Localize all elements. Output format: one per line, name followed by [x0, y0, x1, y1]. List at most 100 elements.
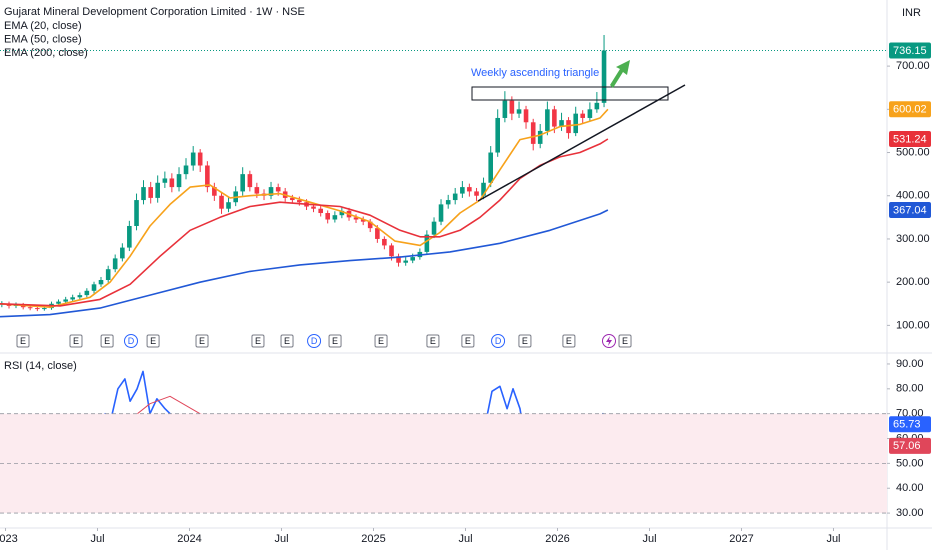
candle-body	[452, 193, 458, 201]
candle-body	[509, 100, 515, 114]
event-label: E	[255, 336, 261, 346]
candle-body	[226, 202, 231, 209]
candle-body	[219, 195, 224, 209]
x-tick-label: 2025	[361, 533, 385, 545]
candle-body	[297, 200, 302, 203]
x-tick-label: Jul	[642, 533, 656, 545]
event-marker	[146, 334, 160, 348]
y-tick-label: 500.00	[896, 146, 930, 158]
candle-body	[353, 217, 359, 220]
candle-body	[77, 295, 83, 298]
event-marker	[562, 334, 576, 348]
candle-body	[27, 307, 33, 309]
event-label: E	[522, 336, 528, 346]
candle-body	[601, 50, 607, 103]
candle-body	[183, 165, 189, 175]
candle-body	[290, 197, 295, 201]
y-tick-label: 400.00	[896, 190, 930, 202]
x-tick-label: 2026	[545, 533, 569, 545]
candle-body	[155, 182, 160, 198]
candle-body	[247, 174, 253, 188]
value-tag-label: 600.02	[893, 104, 927, 116]
candle-body	[332, 215, 338, 220]
annotation-text: Weekly ascending triangle	[471, 67, 599, 79]
event-marker	[280, 334, 294, 348]
candle-body	[148, 187, 153, 198]
candle-body	[367, 221, 373, 229]
candle-body	[403, 260, 409, 263]
y-tick-label: 40.00	[896, 482, 924, 494]
value-tag	[889, 437, 931, 454]
event-marker	[69, 334, 83, 348]
event-label: E	[622, 336, 628, 346]
value-tag-label: 736.15	[893, 45, 927, 57]
event-marker	[16, 334, 30, 348]
candle-body	[481, 182, 486, 196]
candle-body	[460, 187, 465, 194]
candle-body	[91, 284, 97, 291]
breakout-arrow	[610, 60, 630, 88]
candle-body	[495, 117, 500, 153]
x-tick-label: 2024	[177, 533, 201, 545]
event-label: E	[199, 336, 205, 346]
candle-body	[212, 187, 217, 196]
candle-body	[580, 113, 586, 118]
candle-body	[134, 200, 139, 226]
x-tick-label: Jul	[458, 533, 472, 545]
dividend-icon	[602, 334, 616, 348]
value-tag	[889, 42, 931, 59]
candle-body	[339, 210, 345, 216]
event-marker	[100, 334, 114, 348]
value-tag-label: 367.04	[893, 204, 927, 216]
event-marker	[195, 334, 209, 348]
candle-body	[98, 280, 104, 285]
candle-body	[35, 308, 40, 310]
candle-body	[537, 130, 543, 144]
candle-body	[127, 225, 132, 248]
candle-body	[488, 152, 494, 183]
event-label: E	[465, 336, 471, 346]
legend-entry: EMA (50, close)	[4, 33, 82, 45]
event-marker	[461, 334, 475, 348]
event-label: E	[332, 336, 338, 346]
currency: INR	[902, 7, 921, 19]
candle-body	[42, 308, 47, 310]
candle-body	[190, 152, 196, 166]
candle-body	[112, 258, 118, 270]
line-series	[0, 108, 609, 308]
event-marker	[374, 334, 388, 348]
y-tick-label: 50.00	[896, 457, 924, 469]
event-marker	[618, 334, 632, 348]
candle-body	[176, 174, 182, 188]
candle-body	[559, 120, 564, 127]
x-tick-label: Jul	[826, 533, 840, 545]
event-label: D	[495, 336, 502, 346]
event-label: D	[311, 336, 318, 346]
candle-body	[594, 102, 600, 110]
candle-body	[311, 206, 316, 209]
event-label: E	[566, 336, 572, 346]
candle-body	[431, 221, 437, 235]
candle-body	[445, 200, 451, 205]
candle-body	[141, 187, 146, 201]
candle-body	[360, 219, 366, 222]
rsi-title: RSI (14, close)	[4, 360, 77, 372]
candle-body	[516, 109, 522, 114]
event-label: E	[104, 336, 110, 346]
candle-body	[169, 178, 175, 188]
value-tag-label: 65.73	[893, 419, 921, 431]
dividend-icon-bolt	[606, 336, 612, 346]
candle-body	[205, 165, 210, 188]
candle-body	[552, 109, 557, 127]
event-label: E	[430, 336, 436, 346]
annotation-group: Weekly ascending triangle	[471, 60, 686, 202]
line-series	[0, 209, 609, 318]
event-label: D	[128, 336, 135, 346]
value-tag	[889, 416, 931, 433]
candle-body	[396, 256, 401, 263]
candle-body	[162, 178, 168, 183]
candle-body	[325, 213, 330, 220]
candle-body	[474, 191, 479, 196]
value-tag	[889, 101, 931, 118]
